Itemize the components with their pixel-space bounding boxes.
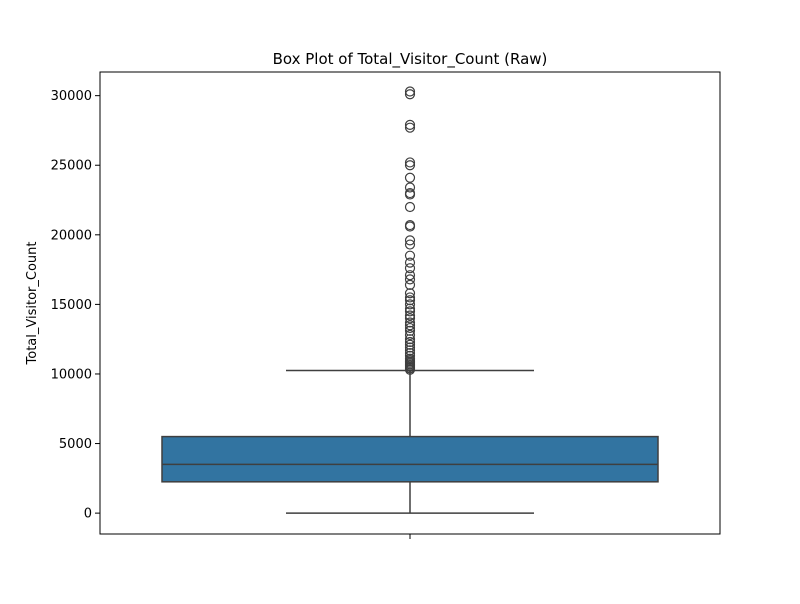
outlier-point	[404, 325, 416, 336]
outlier-point	[404, 339, 416, 350]
outlier-point	[404, 329, 416, 341]
outlier-point	[404, 219, 416, 231]
outlier-point	[404, 160, 416, 171]
y-tick-label: 10000	[51, 367, 92, 382]
outlier-point	[404, 334, 416, 345]
y-tick-label: 25000	[51, 159, 92, 174]
outlier-point	[404, 350, 416, 361]
outlier-point	[404, 299, 416, 310]
outlier-point	[404, 239, 416, 250]
outlier-point	[404, 292, 416, 303]
y-tick-label: 30000	[51, 89, 92, 104]
outlier-point	[404, 342, 416, 353]
outlier-point	[404, 157, 416, 168]
outlier-point	[404, 345, 416, 356]
outlier-point	[404, 182, 416, 193]
box-iqr	[161, 435, 659, 483]
outlier-point	[404, 306, 416, 317]
outlier-point	[404, 288, 416, 299]
y-axis-label: Total_Visitor_Count	[25, 242, 40, 366]
y-tick-label: 5000	[59, 437, 92, 452]
y-tick-label: 15000	[51, 298, 92, 313]
outlier-point	[404, 235, 416, 246]
outlier-point	[404, 322, 416, 334]
outlier-point	[404, 353, 416, 364]
outlier-point	[404, 86, 416, 97]
outlier-point	[404, 336, 416, 348]
outlier-point	[404, 257, 416, 268]
outlier-point	[404, 303, 416, 314]
outlier-point	[404, 310, 416, 321]
outlier-point	[404, 119, 416, 130]
outlier-point	[404, 317, 416, 328]
outlier-point	[404, 347, 416, 359]
outlier-point	[404, 250, 416, 261]
chart-title: Box Plot of Total_Visitor_Count (Raw)	[273, 50, 548, 69]
outlier-point	[404, 274, 416, 285]
outlier-point	[404, 122, 416, 133]
outlier-point	[404, 279, 416, 291]
y-tick-label: 0	[84, 507, 92, 522]
outlier-point	[404, 187, 416, 199]
outlier-point	[404, 295, 416, 306]
outlier-point	[404, 172, 416, 183]
outlier-point	[404, 270, 416, 281]
y-tick-label: 20000	[51, 228, 92, 243]
outlier-point	[404, 313, 416, 324]
outlier-point	[404, 263, 416, 274]
outlier-point	[404, 89, 416, 100]
outlier-point	[404, 320, 416, 331]
plot-area: 0 5000 10000 15000 20000 25000 30000	[51, 71, 721, 539]
outlier-point	[404, 201, 416, 213]
